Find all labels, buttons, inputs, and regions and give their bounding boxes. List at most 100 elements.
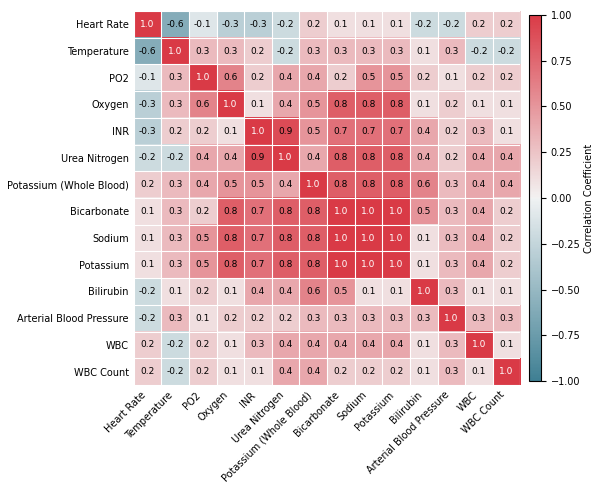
- Text: 0.4: 0.4: [306, 153, 320, 162]
- Text: 0.4: 0.4: [389, 341, 403, 349]
- Text: 0.2: 0.2: [251, 314, 265, 322]
- Text: 1.0: 1.0: [361, 234, 376, 243]
- Text: 0.8: 0.8: [306, 234, 320, 243]
- Text: 0.8: 0.8: [361, 180, 376, 189]
- Text: 0.3: 0.3: [168, 100, 182, 109]
- Text: 0.4: 0.4: [499, 180, 514, 189]
- Text: 1.0: 1.0: [416, 287, 431, 296]
- Text: 1.0: 1.0: [223, 100, 238, 109]
- Text: 0.3: 0.3: [168, 314, 182, 322]
- Text: -0.6: -0.6: [166, 20, 184, 29]
- Text: 0.6: 0.6: [196, 100, 210, 109]
- Text: 0.8: 0.8: [223, 207, 238, 216]
- Text: 0.4: 0.4: [416, 153, 431, 162]
- Text: -0.2: -0.2: [166, 367, 184, 376]
- Text: 0.2: 0.2: [444, 153, 458, 162]
- Text: 1.0: 1.0: [168, 47, 182, 55]
- Text: 0.2: 0.2: [251, 73, 265, 82]
- Text: 0.1: 0.1: [251, 100, 265, 109]
- Text: 0.1: 0.1: [416, 100, 431, 109]
- Text: 0.6: 0.6: [223, 73, 238, 82]
- Text: 0.1: 0.1: [223, 341, 238, 349]
- Text: 1.0: 1.0: [334, 207, 348, 216]
- Text: 0.8: 0.8: [306, 260, 320, 269]
- Text: 1.0: 1.0: [389, 260, 403, 269]
- Text: 0.1: 0.1: [140, 207, 155, 216]
- Text: 0.2: 0.2: [168, 126, 182, 136]
- Text: 0.3: 0.3: [499, 314, 514, 322]
- Text: 0.4: 0.4: [278, 287, 293, 296]
- Text: 0.8: 0.8: [278, 207, 293, 216]
- Text: 0.1: 0.1: [140, 260, 155, 269]
- Text: 0.4: 0.4: [278, 367, 293, 376]
- Text: 0.5: 0.5: [251, 180, 265, 189]
- Text: 0.4: 0.4: [278, 100, 293, 109]
- Text: 1.0: 1.0: [140, 20, 155, 29]
- Text: 0.3: 0.3: [444, 367, 458, 376]
- Text: 0.9: 0.9: [278, 126, 293, 136]
- Text: 0.1: 0.1: [416, 341, 431, 349]
- Text: 0.3: 0.3: [306, 314, 320, 322]
- Text: 0.8: 0.8: [334, 180, 348, 189]
- Text: 0.7: 0.7: [334, 126, 348, 136]
- Text: -0.2: -0.2: [139, 314, 156, 322]
- Text: 0.4: 0.4: [196, 180, 210, 189]
- Text: 0.2: 0.2: [334, 367, 348, 376]
- Text: 0.1: 0.1: [361, 287, 376, 296]
- Text: 0.2: 0.2: [389, 367, 403, 376]
- Text: 0.2: 0.2: [196, 367, 210, 376]
- Text: 0.4: 0.4: [278, 180, 293, 189]
- Text: 1.0: 1.0: [334, 234, 348, 243]
- Text: 0.8: 0.8: [389, 180, 403, 189]
- Text: 0.2: 0.2: [499, 20, 514, 29]
- Text: 0.4: 0.4: [306, 73, 320, 82]
- Text: 0.2: 0.2: [499, 234, 514, 243]
- Text: 0.4: 0.4: [472, 207, 486, 216]
- Text: 0.2: 0.2: [334, 73, 348, 82]
- Text: 1.0: 1.0: [251, 126, 265, 136]
- Text: 0.1: 0.1: [472, 287, 486, 296]
- Text: 0.1: 0.1: [334, 20, 348, 29]
- Text: 0.1: 0.1: [223, 367, 238, 376]
- Text: 0.8: 0.8: [306, 207, 320, 216]
- Text: -0.6: -0.6: [139, 47, 157, 55]
- Text: -0.1: -0.1: [194, 20, 212, 29]
- Text: 0.8: 0.8: [389, 100, 403, 109]
- Text: 0.1: 0.1: [389, 20, 403, 29]
- Text: -0.3: -0.3: [139, 126, 157, 136]
- Text: 0.4: 0.4: [472, 180, 486, 189]
- Text: 0.4: 0.4: [334, 341, 348, 349]
- Text: 0.3: 0.3: [168, 260, 182, 269]
- Text: 0.2: 0.2: [196, 207, 210, 216]
- Text: 0.3: 0.3: [196, 47, 210, 55]
- Text: 0.3: 0.3: [334, 47, 348, 55]
- Text: 0.3: 0.3: [444, 287, 458, 296]
- Text: -0.3: -0.3: [139, 100, 157, 109]
- Text: 0.8: 0.8: [278, 234, 293, 243]
- Text: 0.8: 0.8: [278, 260, 293, 269]
- Text: 0.2: 0.2: [196, 287, 210, 296]
- Text: 0.8: 0.8: [223, 260, 238, 269]
- Text: 0.1: 0.1: [499, 126, 514, 136]
- Text: -0.2: -0.2: [443, 20, 460, 29]
- Text: 0.1: 0.1: [499, 100, 514, 109]
- Text: 0.5: 0.5: [196, 234, 210, 243]
- Text: 0.5: 0.5: [361, 73, 376, 82]
- Text: 0.3: 0.3: [251, 341, 265, 349]
- Text: -0.2: -0.2: [139, 287, 156, 296]
- Text: 0.1: 0.1: [416, 260, 431, 269]
- Text: 0.2: 0.2: [306, 20, 320, 29]
- Text: 1.0: 1.0: [389, 234, 403, 243]
- Text: 0.1: 0.1: [251, 367, 265, 376]
- Text: 0.1: 0.1: [140, 234, 155, 243]
- Text: 0.2: 0.2: [140, 180, 155, 189]
- Text: 0.1: 0.1: [472, 367, 486, 376]
- Text: 1.0: 1.0: [306, 180, 320, 189]
- Text: 0.2: 0.2: [499, 260, 514, 269]
- Text: 0.5: 0.5: [416, 207, 431, 216]
- Text: 0.2: 0.2: [499, 73, 514, 82]
- Text: 0.4: 0.4: [223, 153, 238, 162]
- Text: 0.4: 0.4: [499, 153, 514, 162]
- Text: -0.3: -0.3: [249, 20, 267, 29]
- Text: 0.4: 0.4: [196, 153, 210, 162]
